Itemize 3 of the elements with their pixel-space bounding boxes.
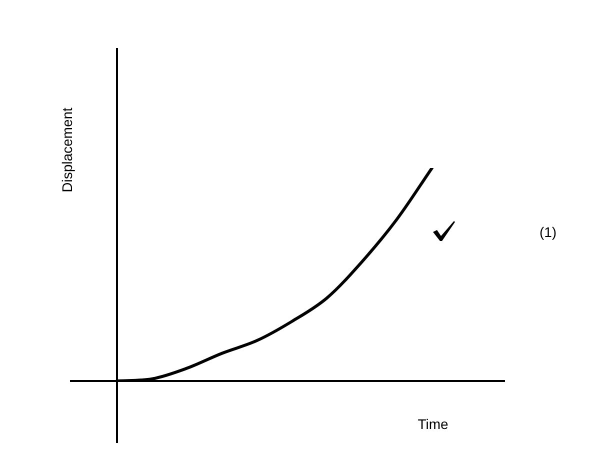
y-axis-title: Displacement	[58, 107, 75, 192]
x-axis-title: Time	[418, 416, 449, 432]
text: (1)	[539, 224, 557, 240]
